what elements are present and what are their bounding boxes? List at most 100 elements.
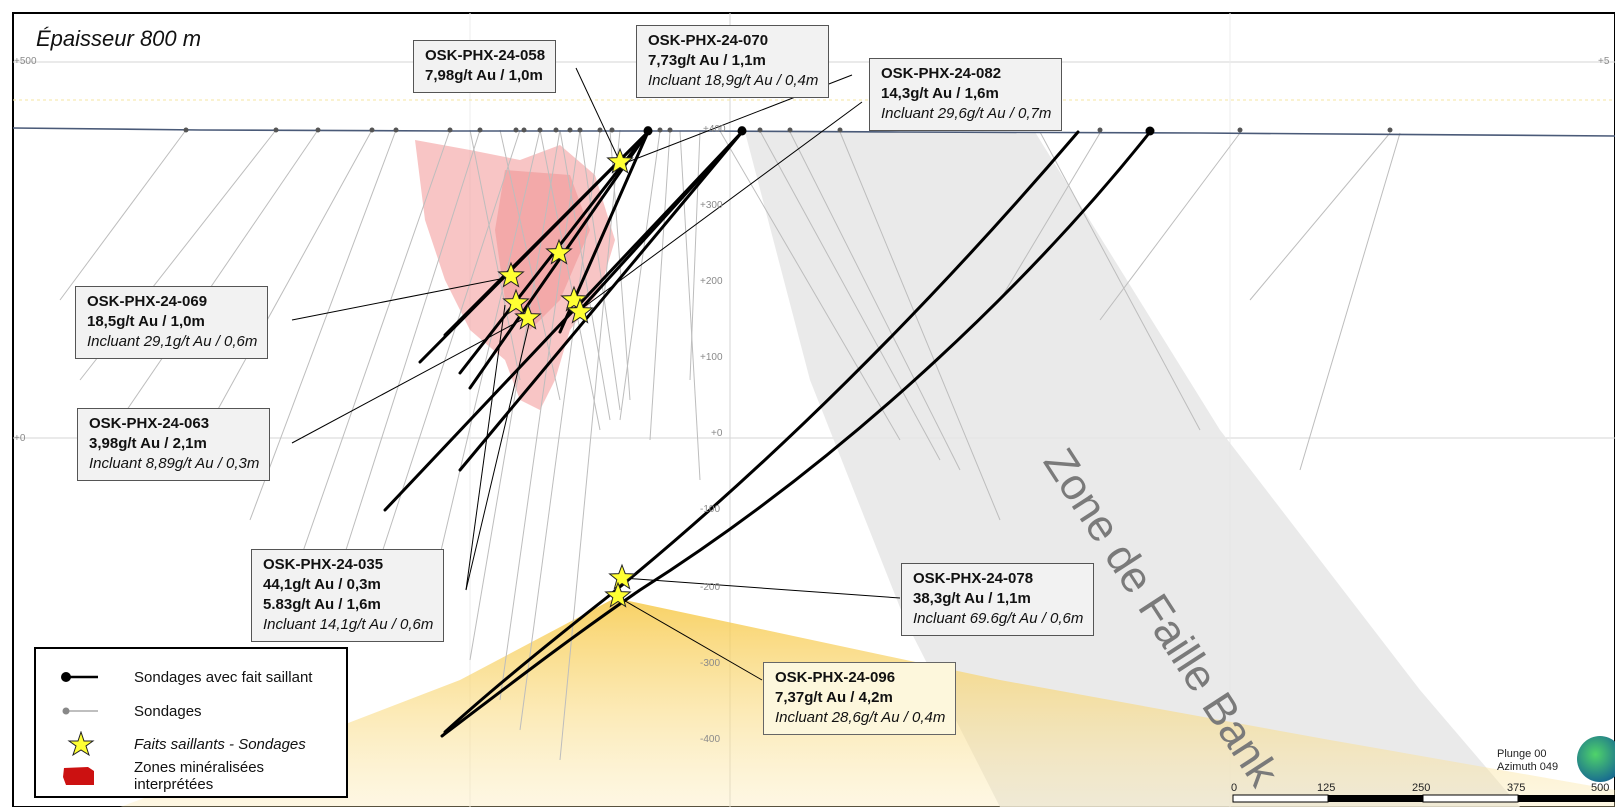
highlight-star	[514, 303, 542, 330]
highlight-star	[502, 288, 530, 315]
callout-including: Incluant 18,9g/t Au / 0,4m	[648, 72, 819, 89]
legend-item: Zones minéralisées interprétées	[58, 759, 346, 793]
highlight-star	[566, 297, 594, 324]
callout-including: Incluant 8,89g/t Au / 0,3m	[89, 455, 260, 472]
elevation-tick: -100	[700, 504, 721, 515]
callout-osk-phx-24-035: OSK-PHX-24-035 44,1g/t Au / 0,3m 5.83g/t…	[251, 549, 445, 642]
drillhole-collar	[537, 127, 543, 133]
edge-tick: +5	[1598, 56, 1610, 67]
drillhole-collar	[787, 127, 793, 133]
drillhole-trace	[59, 129, 187, 301]
drillhole-trace	[579, 129, 621, 411]
legend: Sondages avec fait saillant Sondages Fai…	[34, 647, 348, 798]
drillhole-collar	[447, 127, 453, 133]
drillhole-collar	[657, 127, 663, 133]
section-frame	[12, 12, 1615, 807]
drillhole-trace	[1249, 132, 1391, 301]
scale-label: 0	[1231, 782, 1238, 794]
drillhole-collar	[369, 127, 375, 133]
plunge-value: Plunge 00	[1497, 748, 1547, 760]
callout-including: Incluant 29,6g/t Au / 0,7m	[881, 105, 1052, 122]
drillhole-collar	[567, 127, 573, 133]
drillhole-collar	[521, 127, 527, 133]
drillhole-trace	[1099, 132, 1241, 321]
callout-hole: OSK-PHX-24-035	[263, 556, 384, 573]
callout-assay: 7,37g/t Au / 4,2m	[775, 689, 893, 706]
callout-hole: OSK-PHX-24-070	[648, 32, 769, 49]
drillhole-trace	[999, 132, 1101, 301]
drillhole-trace	[1039, 131, 1201, 431]
scale-label: 375	[1507, 782, 1526, 794]
scale-label: 500	[1591, 782, 1610, 794]
section-title: Épaisseur 800 m	[36, 26, 202, 51]
callout-hole: OSK-PHX-24-063	[89, 415, 210, 432]
drillhole-trace	[719, 130, 901, 441]
legend-label: Faits saillants - Sondages	[134, 735, 306, 753]
drillhole-trace	[619, 130, 661, 421]
drillhole-trace	[469, 129, 521, 381]
legend-label: Sondages avec fait saillant	[134, 668, 313, 686]
drillhole-collar	[667, 127, 673, 133]
drillhole-collar	[1097, 127, 1103, 133]
drillhole-collar	[597, 127, 603, 133]
mineralized-zone-icon	[58, 763, 114, 789]
drillhole-trace	[249, 129, 397, 521]
scale-label: 250	[1412, 782, 1431, 794]
callout-assay: 3,98g/t Au / 2,1m	[89, 435, 207, 452]
callout-assay: 44,1g/t Au / 0,3m	[263, 576, 381, 593]
callout-assay: 5.83g/t Au / 1,6m	[263, 596, 381, 613]
scale-bar	[1232, 794, 1615, 803]
elevation-tick: +0	[711, 428, 723, 439]
drillhole-collar	[1237, 127, 1243, 133]
callout-including: Incluant 28,6g/t Au / 0,4m	[775, 709, 946, 726]
drillhole-collar	[553, 127, 559, 133]
callout-assay: 7,98g/t Au / 1,0m	[425, 67, 543, 84]
legend-label: Sondages	[134, 702, 202, 720]
highlight-star	[560, 285, 588, 312]
drillhole-trace	[539, 129, 601, 431]
azimuth-value: Azimuth 049	[1497, 761, 1559, 773]
callout-osk-phx-24-082: OSK-PHX-24-082 14,3g/t Au / 1,6m Incluan…	[869, 58, 1063, 131]
highlight-star	[608, 563, 636, 590]
callout-osk-phx-24-069: OSK-PHX-24-069 18,5g/t Au / 1,0m Incluan…	[75, 286, 269, 359]
orientation-info: Plunge 00 Azimuth 049	[1497, 748, 1558, 774]
drillhole-collar	[1387, 127, 1393, 133]
drillhole-trace	[1299, 132, 1401, 471]
drillhole-trace	[359, 129, 521, 621]
elevation-tick: -400	[700, 734, 721, 745]
drillhole-collar	[477, 127, 483, 133]
elevation-tick: -200	[700, 582, 721, 593]
drillhole-trace	[839, 131, 1001, 521]
drillhole-trace	[519, 129, 601, 731]
drillhole-collar	[757, 127, 763, 133]
scale-label: 125	[1317, 782, 1336, 794]
drillhole-collar	[393, 127, 399, 133]
callout-including: Incluant 29,1g/t Au / 0,6m	[87, 333, 258, 350]
callout-including: Incluant 14,1g/t Au / 0,6m	[263, 616, 434, 633]
drillhole-collar	[513, 127, 519, 133]
callout-assay: 7,73g/t Au / 1,1m	[648, 52, 766, 69]
drillhole-trace	[299, 129, 451, 561]
edge-tick: +500	[14, 56, 37, 67]
edge-tick: +0	[14, 433, 26, 444]
callout-osk-phx-24-070: OSK-PHX-24-070 7,73g/t Au / 1,1m Incluan…	[636, 25, 830, 98]
mineralized-zone-core	[495, 170, 590, 330]
callout-leaders	[291, 67, 901, 681]
topography-line	[12, 127, 1615, 137]
callout-osk-phx-24-058: OSK-PHX-24-058 7,98g/t Au / 1,0m	[413, 40, 557, 93]
callout-hole: OSK-PHX-24-069	[87, 293, 208, 310]
drillhole-trace	[789, 131, 961, 471]
drillhole-collar	[609, 127, 615, 133]
drillhole-collar	[183, 127, 189, 133]
highlight-star	[545, 238, 573, 265]
callout-osk-phx-24-096: OSK-PHX-24-096 7,37g/t Au / 4,2m Incluan…	[763, 662, 957, 735]
company-logo-icon	[1577, 736, 1615, 782]
legend-item: Sondages	[58, 698, 202, 724]
drillhole-trace	[329, 129, 481, 601]
drillhole-trace	[649, 130, 671, 441]
callout-assay: 18,5g/t Au / 1,0m	[87, 313, 205, 330]
drillhole-collar	[837, 127, 843, 133]
legend-item: Faits saillants - Sondages	[58, 730, 306, 757]
drillhole-collar	[577, 127, 583, 133]
